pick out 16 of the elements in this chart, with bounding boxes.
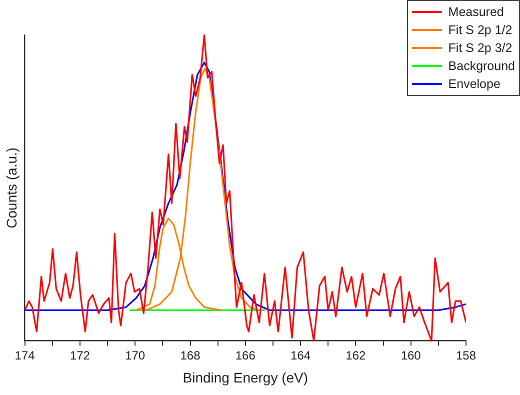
legend-label: Envelope: [448, 76, 500, 93]
x-tick-label: 166: [235, 348, 256, 362]
legend-label: Fit S 2p 1/2: [448, 22, 512, 39]
x-tick-label: 162: [346, 348, 366, 362]
x-tick-label: 172: [70, 348, 90, 362]
legend-label: Measured: [448, 4, 504, 21]
legend-label: Background: [448, 58, 515, 75]
x-tick-label: 164: [290, 348, 311, 362]
y-axis-title: Counts (a.u.): [3, 147, 20, 228]
legend-label: Fit S 2p 3/2: [448, 40, 512, 57]
x-tick-label: 168: [180, 348, 201, 362]
x-tick-label: 170: [125, 348, 146, 362]
x-tick-label: 158: [456, 348, 476, 362]
x-tick-label: 174: [14, 348, 36, 362]
x-axis-title: Binding Energy (eV): [182, 369, 308, 386]
x-tick-label: 160: [400, 348, 422, 362]
